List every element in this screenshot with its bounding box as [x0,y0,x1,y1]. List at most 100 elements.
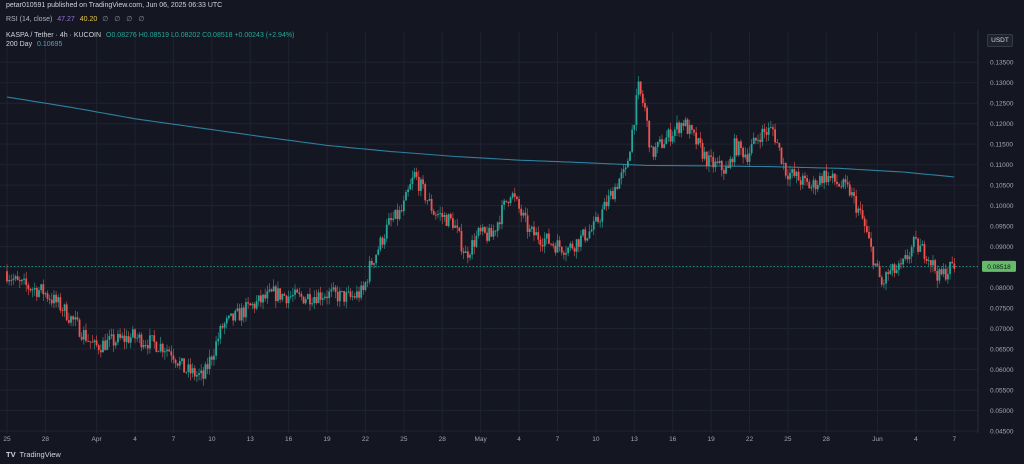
candle [558,236,561,252]
candle [324,293,326,301]
candle [821,173,823,187]
candle [168,346,171,352]
candle [556,234,559,253]
published-text: petar010591 published on TradingView.com… [6,2,223,9]
candle [140,332,143,352]
candle [422,175,424,189]
candle [782,157,785,170]
candle [247,296,249,309]
tradingview-logo-icon: TV [6,450,16,459]
candle [230,313,232,317]
candle [938,267,941,284]
candle [366,279,369,287]
candle [215,336,217,360]
candle [548,228,550,245]
candle [392,211,395,223]
candle [332,282,335,292]
candle [859,201,862,215]
published-info: petar010591 published on TradingView.com… [6,2,222,9]
candle [479,224,482,235]
candle [183,358,185,373]
candle [562,250,565,260]
candle [605,194,608,212]
candle [823,169,826,190]
candle [466,246,469,264]
symbol-legend: KASPA / Tether · 4h · KUCOIN O0.08276 H0… [6,32,297,39]
candle [778,142,781,152]
candle [454,219,456,229]
candle [520,204,523,223]
candle [131,325,134,339]
candle [381,236,384,248]
candle [609,188,612,200]
candle [311,297,314,307]
ma-legend[interactable]: 200 Day 0.10695 [6,41,65,48]
candle [727,160,730,168]
candle [59,292,62,313]
candle [620,168,623,185]
candle [136,333,139,343]
candle [104,333,107,351]
candle [364,281,367,292]
candle [838,182,841,188]
candle [829,176,832,182]
candle [501,199,503,230]
rsi-settings-icons[interactable]: ∅ ∅ ∅ ∅ [102,16,147,23]
candle [750,139,753,156]
candle [684,116,687,127]
candle [889,264,892,276]
currency-badge[interactable]: USDT [987,34,1013,47]
candle [234,309,237,323]
candle [443,212,446,222]
candle [91,335,94,343]
candle [213,348,215,366]
candle [473,233,476,255]
candle [673,126,676,144]
candle [951,256,954,264]
candle [883,279,885,289]
candles [6,76,956,386]
candle [678,120,680,137]
candle [853,187,855,204]
candle [874,263,877,267]
candle [471,235,474,260]
candle [808,179,811,189]
candle [270,288,273,293]
candle [699,131,702,148]
candle [671,131,674,145]
candle [552,241,555,249]
current-price-label: 0.08518 [987,264,1011,271]
y-tick-label: 0.11500 [990,142,1013,149]
rsi-legend[interactable]: RSI (14, close) 47.27 40.20 ∅ ∅ ∅ ∅ [6,15,149,23]
candle [836,174,838,188]
candle [370,258,373,266]
candle [584,226,587,243]
candle [306,293,309,300]
candle [144,340,147,349]
candle [385,218,388,243]
candle [388,213,390,226]
candle [375,254,378,268]
candle [166,344,168,357]
candle [910,244,913,264]
candle [582,229,584,238]
candle [185,371,188,375]
candle [733,133,736,167]
candle [708,150,710,173]
candle [752,132,755,145]
candle [757,134,759,145]
candle [208,349,211,375]
candle [460,223,463,255]
y-tick-label: 0.07000 [990,326,1014,333]
candle [272,279,275,292]
candle [398,206,401,221]
candle [831,170,834,184]
footer-brand[interactable]: TV TradingView [6,450,61,459]
candle [590,224,593,233]
x-tick-label: 4 [133,436,137,443]
candle [880,275,883,287]
candle [236,303,239,313]
candle [8,274,11,286]
candle [947,267,949,284]
